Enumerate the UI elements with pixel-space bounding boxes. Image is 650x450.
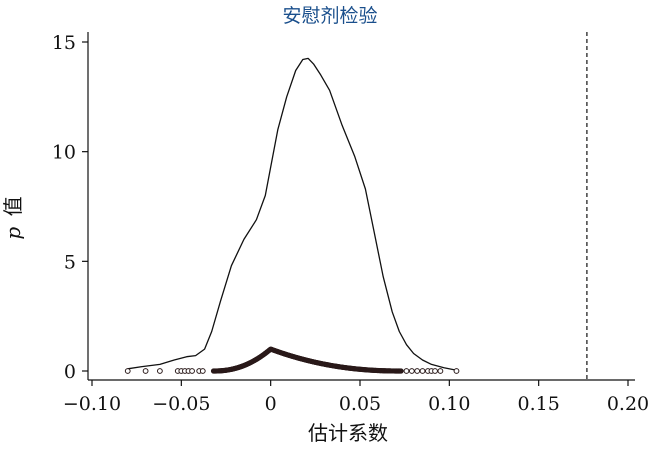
scatter-point [199, 368, 206, 374]
scatter-point [398, 368, 404, 374]
scatter-point [156, 368, 163, 374]
x-tick-label: −0.05 [152, 393, 210, 415]
y-tick-label: 10 [52, 142, 76, 164]
y-tick-label: 15 [52, 32, 76, 54]
y-axis-title-symbol: p [1, 227, 25, 240]
scatter-point [403, 368, 410, 374]
plot-area: 0 5 10 15 −0.10 −0.05 0 0.05 0.10 0.15 0.20 [52, 32, 649, 415]
x-axis-title: 估计系数 [308, 421, 388, 445]
x-tick-label: 0.10 [428, 393, 470, 415]
x-tick-label: 0.15 [518, 393, 560, 415]
scatter-point [453, 368, 460, 374]
x-tick-label: −0.10 [63, 393, 121, 415]
scatter-point [419, 368, 426, 374]
scatter-point [414, 368, 421, 374]
scatter-point [437, 368, 444, 374]
svg-text:p 值: p 值 [1, 196, 25, 239]
y-axis-title: p 值 [1, 196, 25, 239]
kernel-density-curve [127, 57, 455, 371]
x-tick-label: 0 [265, 393, 277, 415]
chart-title: 安慰剂检验 [282, 5, 377, 27]
y-tick-label: 5 [64, 251, 76, 273]
x-tick-label: 0.20 [607, 393, 649, 415]
scatter-point [124, 368, 131, 374]
y-axis-title-text: 值 [1, 196, 25, 216]
scatter-point [142, 368, 149, 374]
scatter-point [189, 368, 195, 374]
scatter-point [408, 368, 415, 374]
x-tick-label: 0.05 [339, 393, 381, 415]
scatter-point [432, 368, 438, 374]
y-tick-label: 0 [64, 361, 76, 383]
